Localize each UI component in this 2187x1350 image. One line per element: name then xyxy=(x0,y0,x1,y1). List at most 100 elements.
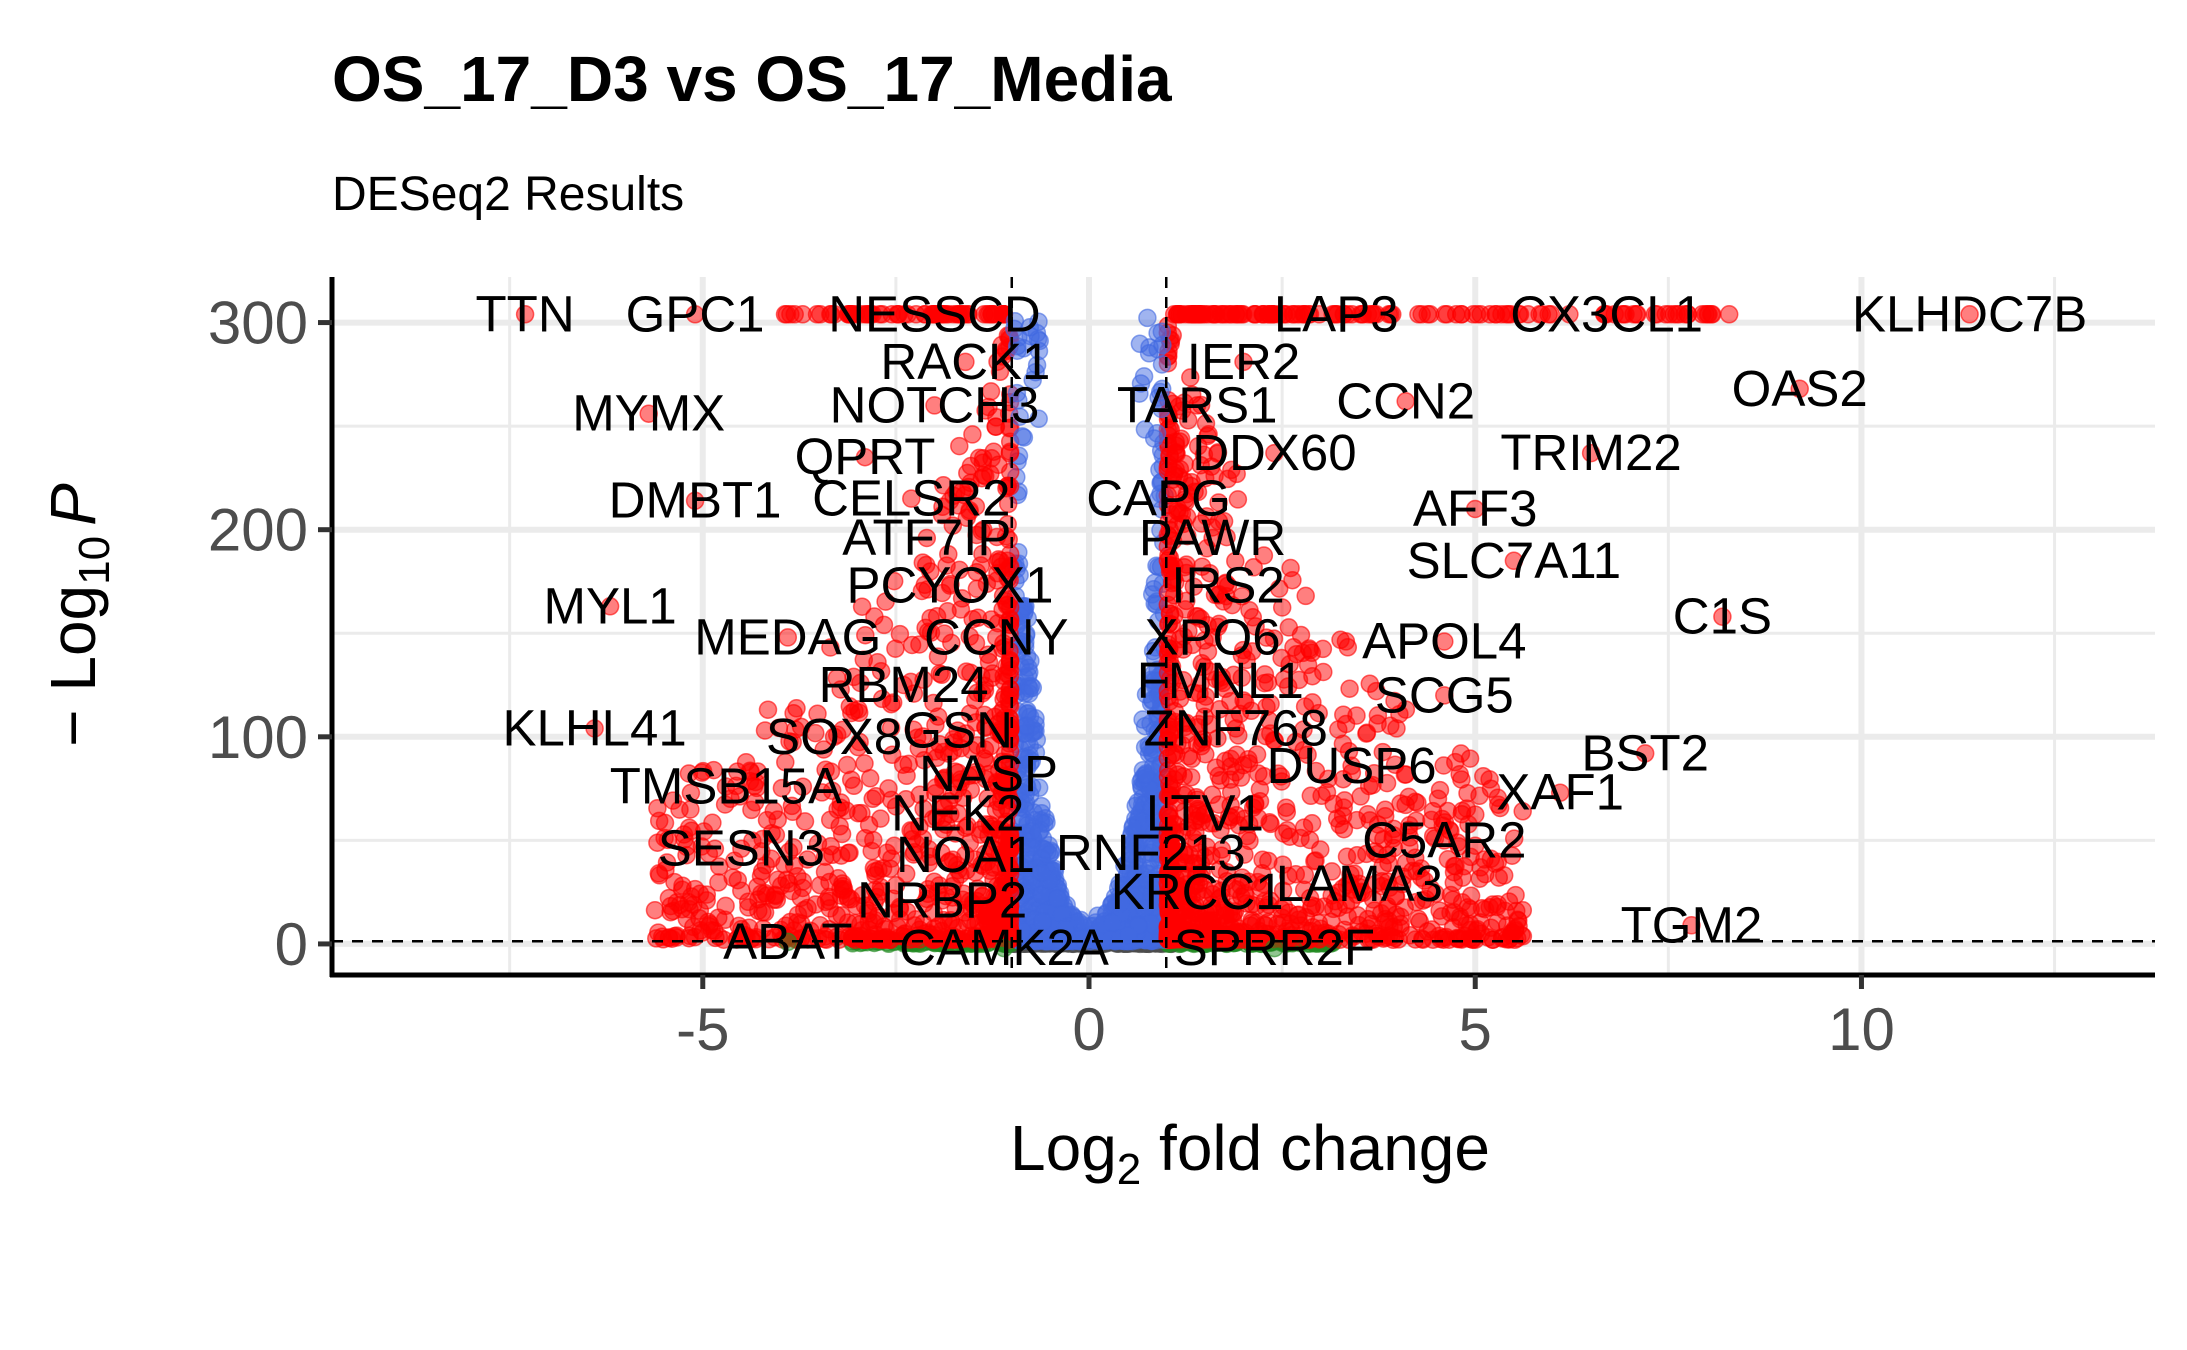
gene-label: IRS2 xyxy=(1171,557,1284,614)
data-point xyxy=(841,770,861,789)
gene-label: CCN2 xyxy=(1336,372,1475,429)
data-point xyxy=(1467,305,1487,324)
gene-label: SPRR2F xyxy=(1174,919,1375,976)
gene-label: ABAT xyxy=(723,913,852,970)
gene-label: SOX8 xyxy=(766,708,902,765)
data-point xyxy=(1031,863,1051,882)
data-point xyxy=(1026,709,1045,728)
data-point xyxy=(1334,798,1353,817)
chart-title: OS_17_D3 vs OS_17_Media xyxy=(332,43,1172,115)
data-point xyxy=(1418,922,1437,941)
data-point xyxy=(1702,305,1722,324)
data-point xyxy=(1023,678,1043,698)
y-tick-label: 300 xyxy=(208,290,308,357)
data-point xyxy=(1336,714,1356,734)
data-point xyxy=(1277,802,1297,822)
gene-label: SLC7A11 xyxy=(1407,532,1622,589)
data-point xyxy=(863,789,882,809)
gene-label: DMBT1 xyxy=(609,472,782,529)
gene-label: KLHDC7B xyxy=(1852,285,2087,342)
data-point xyxy=(1283,570,1302,590)
gene-label: KRCC1 xyxy=(1111,863,1284,920)
data-point xyxy=(1168,305,1188,324)
data-point xyxy=(819,887,839,907)
data-point xyxy=(690,909,709,928)
gene-label: GPC1 xyxy=(626,285,765,342)
x-tick-label: 0 xyxy=(1072,996,1105,1063)
y-axis-title: − Log10P xyxy=(37,483,119,747)
data-point xyxy=(1188,305,1208,324)
gene-label: KLHL41 xyxy=(502,700,686,757)
gene-label: MYL1 xyxy=(543,577,676,634)
data-point xyxy=(766,886,785,906)
gene-label: C1S xyxy=(1673,588,1772,645)
data-point xyxy=(647,929,666,948)
data-point xyxy=(1048,889,1067,908)
data-point xyxy=(1130,334,1150,354)
data-point xyxy=(1434,756,1453,775)
gene-label: TTN xyxy=(476,285,575,342)
data-point xyxy=(1126,796,1145,816)
data-point xyxy=(1420,305,1440,324)
data-point xyxy=(1302,814,1322,833)
chart-subtitle: DESeq2 Results xyxy=(332,168,684,221)
gene-label: MYMX xyxy=(572,385,725,442)
data-point xyxy=(1384,930,1403,950)
y-tick-label: 200 xyxy=(208,497,308,564)
data-point xyxy=(732,881,751,901)
data-point xyxy=(864,830,883,850)
data-point xyxy=(834,879,854,899)
gene-label: OAS2 xyxy=(1732,360,1868,417)
data-point xyxy=(1443,890,1463,909)
gene-label: AFF3 xyxy=(1413,480,1538,537)
data-point xyxy=(1215,305,1234,324)
data-point xyxy=(1379,911,1399,931)
gene-label: SCG5 xyxy=(1375,666,1514,723)
gene-label: CX3CL1 xyxy=(1510,285,1703,342)
data-point xyxy=(1279,618,1299,637)
data-point xyxy=(1340,679,1359,698)
gene-label: NOTCH3 xyxy=(830,376,1040,433)
data-point xyxy=(1338,638,1358,657)
data-point xyxy=(902,635,922,655)
data-point xyxy=(1452,305,1471,324)
data-point xyxy=(1453,868,1472,887)
gene-label: TMSB15A xyxy=(610,758,842,815)
data-point xyxy=(1470,786,1489,806)
data-point xyxy=(1471,913,1490,932)
data-point xyxy=(1228,490,1248,509)
data-point xyxy=(782,881,802,901)
gene-label: SESN3 xyxy=(658,820,825,877)
data-point xyxy=(1719,305,1739,324)
y-tick-label: 100 xyxy=(208,704,308,771)
x-axis-title: Log2 fold change xyxy=(1010,1112,1490,1194)
x-tick-label: -5 xyxy=(676,996,729,1063)
data-point xyxy=(1303,666,1322,686)
gene-label: PCYOX1 xyxy=(847,557,1054,614)
data-point xyxy=(969,448,989,468)
gene-label: TRIM22 xyxy=(1500,424,1681,481)
data-point xyxy=(1233,305,1253,324)
x-tick-label: 10 xyxy=(1828,996,1895,1063)
data-point xyxy=(897,766,916,786)
gene-label: APOL4 xyxy=(1362,613,1526,670)
data-point xyxy=(1330,815,1349,835)
gene-label: LAMA3 xyxy=(1276,855,1443,912)
data-point xyxy=(1513,900,1533,920)
data-point xyxy=(645,900,665,920)
gene-label: DUSP6 xyxy=(1267,737,1437,794)
data-point xyxy=(1451,744,1471,763)
data-point xyxy=(830,817,849,836)
data-point xyxy=(840,843,859,862)
data-point xyxy=(1138,308,1157,328)
x-tick-label: 5 xyxy=(1459,996,1492,1063)
data-point xyxy=(685,879,705,899)
data-point xyxy=(1448,929,1468,948)
data-point xyxy=(1291,828,1310,848)
data-point xyxy=(1296,586,1315,606)
y-tick-label: 0 xyxy=(275,911,308,978)
data-point xyxy=(1492,927,1512,947)
data-point xyxy=(1153,335,1172,355)
data-point xyxy=(859,815,879,835)
gene-label: CAMK2A xyxy=(899,919,1109,976)
